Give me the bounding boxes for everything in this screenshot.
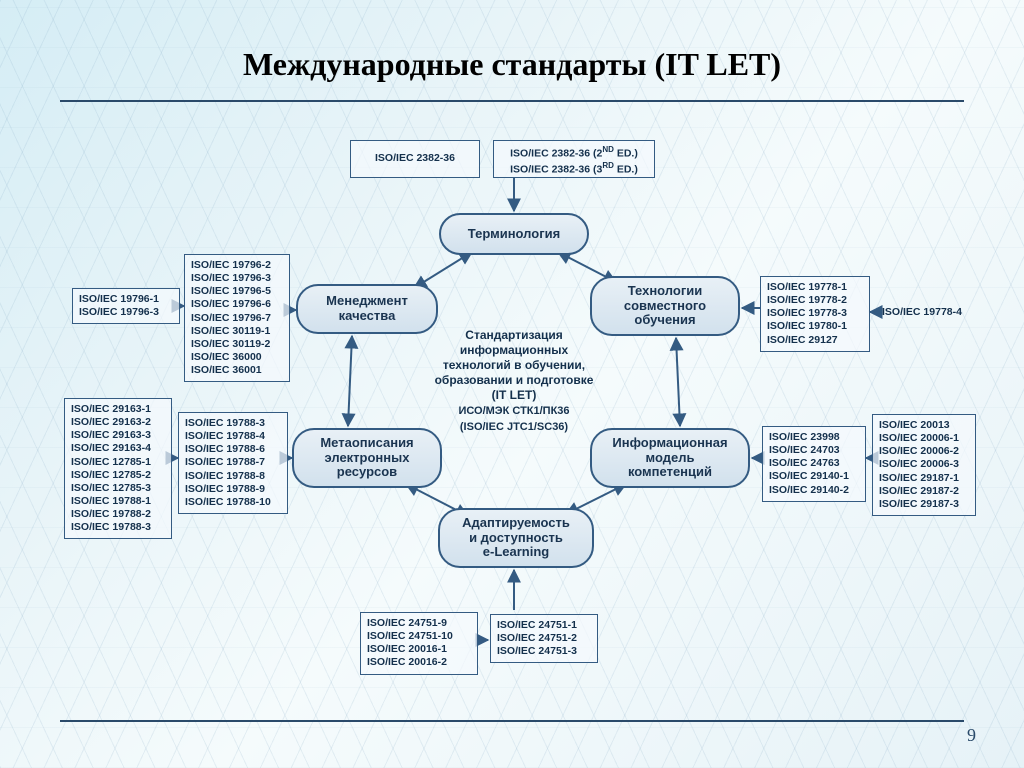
box-quality-left: ISO/IEC 19796-1 ISO/IEC 19796-3: [72, 288, 180, 324]
node-terminology: Терминология: [439, 213, 589, 255]
box-top2: ISO/IEC 2382-36 (2ND ED.)ISO/IEC 2382-36…: [493, 140, 655, 178]
box-top1: ISO/IEC 2382-36: [350, 140, 480, 178]
rule-bottom: [60, 720, 964, 722]
box-meta-left: ISO/IEC 29163-1 ISO/IEC 29163-2 ISO/IEC …: [64, 398, 172, 539]
box-competence-left: ISO/IEC 23998 ISO/IEC 24703 ISO/IEC 2476…: [762, 426, 866, 502]
box-adapt-left: ISO/IEC 24751-9 ISO/IEC 24751-10 ISO/IEC…: [360, 612, 478, 675]
node-collab: Технологиисовместногообучения: [590, 276, 740, 336]
rule-top: [60, 100, 964, 102]
node-meta: Метаописанияэлектронныхресурсов: [292, 428, 442, 488]
node-competence: Информационнаямоделькомпетенций: [590, 428, 750, 488]
page-number: 9: [967, 725, 976, 746]
box-competence-right: ISO/IEC 20013 ISO/IEC 20006-1 ISO/IEC 20…: [872, 414, 976, 516]
node-quality: Менеджменткачества: [296, 284, 438, 334]
node-adapt: Адаптируемостьи доступностьe-Learning: [438, 508, 594, 568]
box-quality-right: ISO/IEC 19796-2 ISO/IEC 19796-3 ISO/IEC …: [184, 254, 290, 382]
page-title: Международные стандарты (IT LET): [0, 46, 1024, 83]
text-collab-extra: ISO/IEC 19778-4: [882, 306, 962, 318]
center-caption: Стандартизация информационных технологий…: [414, 328, 614, 435]
box-collab: ISO/IEC 19778-1 ISO/IEC 19778-2 ISO/IEC …: [760, 276, 870, 352]
box-meta-right: ISO/IEC 19788-3 ISO/IEC 19788-4 ISO/IEC …: [178, 412, 288, 514]
box-adapt-right: ISO/IEC 24751-1 ISO/IEC 24751-2 ISO/IEC …: [490, 614, 598, 663]
